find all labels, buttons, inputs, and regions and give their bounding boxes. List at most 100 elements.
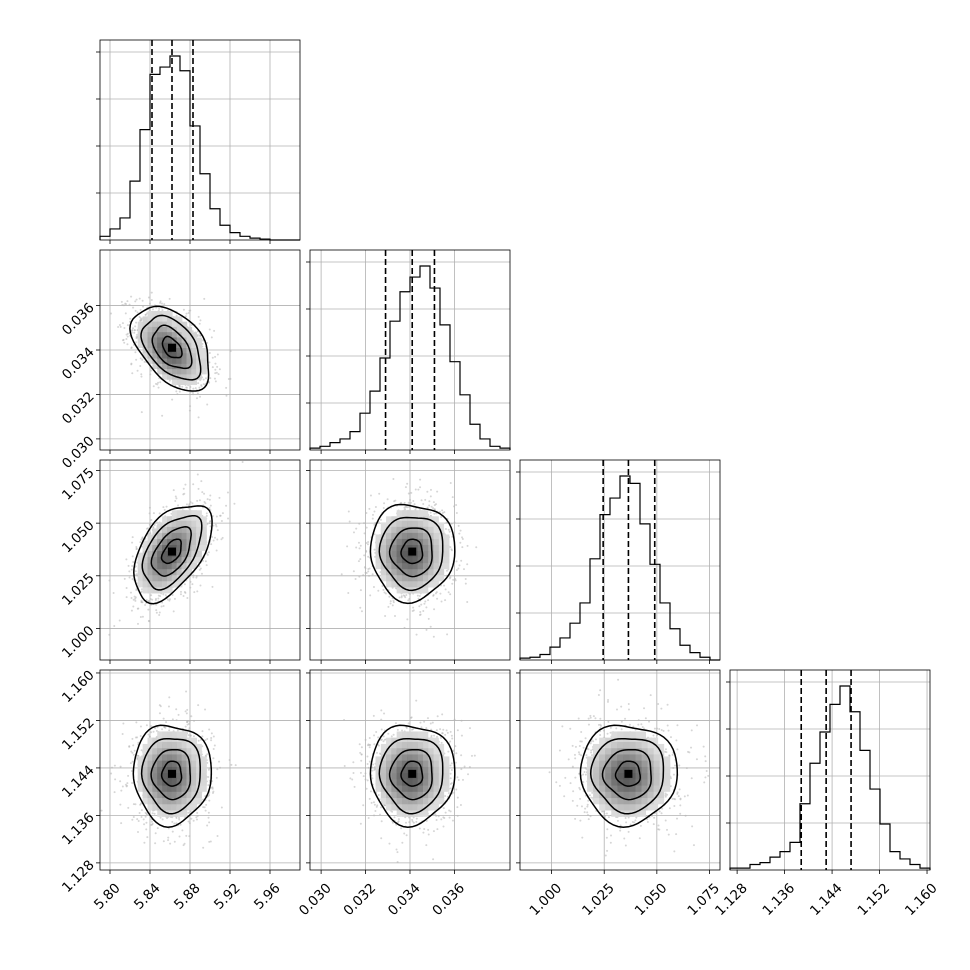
density-cell [417, 510, 429, 521]
scatter-point [181, 385, 184, 388]
density-cell [428, 552, 439, 564]
scatter-point [214, 523, 217, 526]
scatter-point [171, 718, 174, 721]
scatter-point [227, 378, 230, 381]
scatter-point [135, 321, 138, 324]
scatter-point [130, 568, 133, 571]
density-cell [412, 576, 423, 588]
scatter-point [203, 297, 206, 300]
scatter-point [215, 525, 218, 528]
scatter-point [188, 409, 191, 412]
scatter-point [162, 605, 165, 608]
scatter-point [189, 501, 192, 504]
scatter-point [135, 546, 138, 549]
panel-1-1 [306, 249, 511, 454]
scatter-point [200, 480, 203, 483]
scatter-point [163, 303, 166, 306]
density-cell [196, 353, 207, 364]
scatter-point [190, 817, 193, 820]
scatter-point [157, 597, 160, 600]
scatter-point [143, 841, 146, 844]
scatter-point [130, 769, 133, 772]
scatter-point [198, 499, 201, 502]
scatter-point [455, 569, 458, 572]
scatter-point [189, 586, 192, 589]
scatter-point [379, 518, 382, 521]
scatter-point [220, 520, 223, 523]
scatter-point [202, 378, 205, 381]
scatter-point [160, 302, 163, 305]
scatter-point [151, 812, 154, 815]
scatter-point [209, 494, 212, 497]
scatter-point [132, 306, 135, 309]
scatter-point [141, 358, 144, 361]
density-cell [401, 582, 413, 594]
density-cell [407, 528, 418, 539]
density-cell [401, 534, 413, 545]
scatter-point [137, 820, 140, 823]
scatter-point [128, 576, 131, 579]
scatter-point [201, 342, 204, 345]
scatter-point [171, 593, 174, 596]
scatter-point [225, 394, 228, 397]
scatter-point [118, 323, 121, 326]
density-cell [407, 552, 418, 564]
scatter-point [149, 373, 152, 376]
scatter-point [373, 510, 376, 513]
scatter-point [172, 489, 175, 492]
grid-1-1 [310, 250, 510, 450]
density-cell [407, 582, 418, 594]
scatter-point [450, 522, 453, 525]
scatter-point [368, 574, 371, 577]
scatter-point [127, 774, 130, 777]
scatter-point [136, 818, 139, 821]
scatter-point [168, 599, 171, 602]
scatter-point [135, 298, 138, 301]
scatter-point [199, 379, 202, 382]
scatter-point [146, 836, 149, 839]
scatter-point [131, 536, 134, 539]
density-cell [401, 528, 413, 539]
density-cell [380, 528, 392, 539]
density-cell [438, 558, 450, 570]
density-cell [396, 540, 408, 552]
scatter-point [233, 502, 236, 505]
scatter-point [200, 572, 203, 575]
scatter-point [428, 500, 431, 503]
density-cell [176, 321, 188, 333]
scatter-point [140, 411, 143, 414]
scatter-point [132, 598, 135, 601]
scatter-point [168, 729, 171, 732]
scatter-point [195, 397, 198, 400]
scatter-point [182, 594, 185, 597]
scatter-point [130, 363, 133, 366]
scatter-point [407, 492, 410, 495]
scatter-point [371, 513, 374, 516]
density-cell [433, 570, 445, 582]
scatter-point [220, 806, 223, 809]
scatter-point [455, 511, 458, 514]
scatter-point [416, 594, 419, 597]
scatter-point [125, 303, 128, 306]
tick-label-y-2-3: 1.075 [59, 465, 98, 504]
scatter-point [128, 303, 131, 306]
scatter-point [196, 334, 199, 337]
density-cell [191, 369, 202, 380]
scatter-point [458, 564, 461, 567]
density-cell [401, 570, 413, 582]
scatter-point [178, 835, 181, 838]
scatter-point [177, 504, 180, 507]
scatter-point [198, 568, 201, 571]
scatter-point [452, 505, 455, 508]
scatter-point [211, 356, 214, 359]
scatter-point [216, 835, 219, 838]
scatter-point [386, 498, 389, 501]
scatter-point [461, 538, 464, 541]
scatter-point [445, 521, 448, 524]
scatter-point [140, 373, 143, 376]
panel-frame [99, 39, 301, 241]
tick-label-y-2-1: 1.025 [59, 570, 98, 609]
scatter-point [144, 815, 147, 818]
scatter-point [424, 498, 427, 501]
scatter-point [211, 536, 214, 539]
